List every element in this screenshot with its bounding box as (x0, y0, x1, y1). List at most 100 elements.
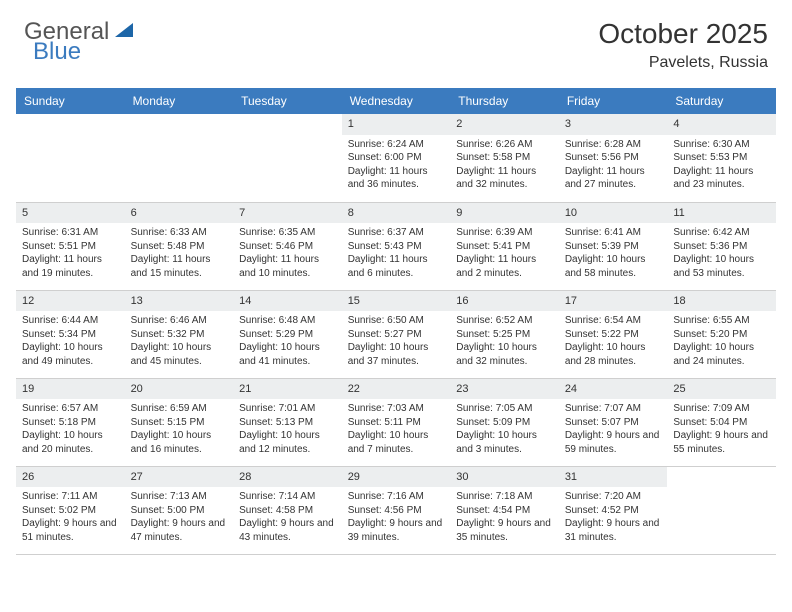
week-row: 5Sunrise: 6:31 AMSunset: 5:51 PMDaylight… (16, 202, 776, 290)
day-number: 8 (342, 203, 451, 224)
sunrise-line: Sunrise: 6:44 AM (22, 314, 119, 328)
sunset-line: Sunset: 5:15 PM (131, 416, 228, 430)
day-number: 20 (125, 379, 234, 400)
day-cell: 8Sunrise: 6:37 AMSunset: 5:43 PMDaylight… (342, 202, 451, 290)
daylight-line: Daylight: 11 hours and 32 minutes. (456, 165, 553, 192)
day-cell: 24Sunrise: 7:07 AMSunset: 5:07 PMDayligh… (559, 378, 668, 466)
sunrise-line: Sunrise: 6:24 AM (348, 138, 445, 152)
day-number: 28 (233, 467, 342, 488)
sunrise-line: Sunrise: 6:46 AM (131, 314, 228, 328)
daylight-line: Daylight: 9 hours and 51 minutes. (22, 517, 119, 544)
sunrise-line: Sunrise: 6:39 AM (456, 226, 553, 240)
daylight-line: Daylight: 10 hours and 37 minutes. (348, 341, 445, 368)
daylight-line: Daylight: 9 hours and 35 minutes. (456, 517, 553, 544)
daylight-line: Daylight: 10 hours and 28 minutes. (565, 341, 662, 368)
day-number: 16 (450, 291, 559, 312)
daylight-line: Daylight: 11 hours and 23 minutes. (673, 165, 770, 192)
sunrise-line: Sunrise: 6:48 AM (239, 314, 336, 328)
day-cell: 20 Sunrise: 6:59 AMSunset: 5:15 PMDayligh… (125, 378, 234, 466)
day-cell: 5Sunrise: 6:31 AMSunset: 5:51 PMDaylight… (16, 202, 125, 290)
sunset-line: Sunset: 5:46 PM (239, 240, 336, 254)
daylight-line: Daylight: 10 hours and 3 minutes. (456, 429, 553, 456)
day-cell: 11Sunrise: 6:42 AMSunset: 5:36 PMDayligh… (667, 202, 776, 290)
sunset-line: Sunset: 5:51 PM (22, 240, 119, 254)
sunrise-line: Sunrise: 6:55 AM (673, 314, 770, 328)
daylight-line: Daylight: 11 hours and 2 minutes. (456, 253, 553, 280)
day-number: 12 (16, 291, 125, 312)
day-number: 24 (559, 379, 668, 400)
day-number: 19 (16, 379, 125, 400)
day-cell: 4Sunrise: 6:30 AMSunset: 5:53 PMDaylight… (667, 114, 776, 202)
day-number: 26 (16, 467, 125, 488)
sunset-line: Sunset: 5:36 PM (673, 240, 770, 254)
day-cell: 18Sunrise: 6:55 AMSunset: 5:20 PMDayligh… (667, 290, 776, 378)
logo-blue-text-wrap: Blue (33, 38, 81, 66)
day-number: 27 (125, 467, 234, 488)
sunset-line: Sunset: 5:25 PM (456, 328, 553, 342)
sunrise-line: Sunrise: 6:37 AM (348, 226, 445, 240)
daylight-line: Daylight: 11 hours and 10 minutes. (239, 253, 336, 280)
sunset-line: Sunset: 5:04 PM (673, 416, 770, 430)
day-number: 4 (667, 114, 776, 135)
sunrise-line: Sunrise: 6:42 AM (673, 226, 770, 240)
sunset-line: Sunset: 5:09 PM (456, 416, 553, 430)
daylight-line: Daylight: 11 hours and 36 minutes. (348, 165, 445, 192)
day-cell: 2Sunrise: 6:26 AMSunset: 5:58 PMDaylight… (450, 114, 559, 202)
day-number: 17 (559, 291, 668, 312)
sunrise-line: Sunrise: 7:14 AM (239, 490, 336, 504)
day-number: 14 (233, 291, 342, 312)
sunset-line: Sunset: 4:52 PM (565, 504, 662, 518)
day-cell: 29Sunrise: 7:16 AMSunset: 4:56 PMDayligh… (342, 466, 451, 554)
sunset-line: Sunset: 5:22 PM (565, 328, 662, 342)
sunrise-line: Sunrise: 7:16 AM (348, 490, 445, 504)
day-cell: 12Sunrise: 6:44 AMSunset: 5:34 PMDayligh… (16, 290, 125, 378)
month-title: October 2025 (598, 18, 768, 50)
day-header: Monday (125, 88, 234, 114)
day-number: 2 (450, 114, 559, 135)
day-header: Wednesday (342, 88, 451, 114)
sunrise-line: Sunrise: 6:59 AM (131, 402, 228, 416)
day-number: 10 (559, 203, 668, 224)
day-cell: 23Sunrise: 7:05 AMSunset: 5:09 PMDayligh… (450, 378, 559, 466)
daylight-line: Daylight: 10 hours and 7 minutes. (348, 429, 445, 456)
day-cell: 3Sunrise: 6:28 AMSunset: 5:56 PMDaylight… (559, 114, 668, 202)
sunrise-line: Sunrise: 7:09 AM (673, 402, 770, 416)
sunrise-line: Sunrise: 6:28 AM (565, 138, 662, 152)
sunset-line: Sunset: 5:07 PM (565, 416, 662, 430)
day-cell: 10 Sunrise: 6:41 AMSunset: 5:39 PMDayligh… (559, 202, 668, 290)
day-number: 30 (450, 467, 559, 488)
day-cell (233, 114, 342, 202)
sunset-line: Sunset: 5:48 PM (131, 240, 228, 254)
day-cell: 19Sunrise: 6:57 AMSunset: 5:18 PMDayligh… (16, 378, 125, 466)
header: General October 2025 Pavelets, Russia (0, 0, 792, 80)
daylight-line: Daylight: 10 hours and 16 minutes. (131, 429, 228, 456)
day-cell: 7Sunrise: 6:35 AMSunset: 5:46 PMDaylight… (233, 202, 342, 290)
daylight-line: Daylight: 10 hours and 58 minutes. (565, 253, 662, 280)
day-number: 18 (667, 291, 776, 312)
day-number: 21 (233, 379, 342, 400)
daylight-line: Daylight: 10 hours and 32 minutes. (456, 341, 553, 368)
day-header: Thursday (450, 88, 559, 114)
location: Pavelets, Russia (598, 54, 768, 72)
sunset-line: Sunset: 5:20 PM (673, 328, 770, 342)
day-number: 6 (125, 203, 234, 224)
sunrise-line: Sunrise: 6:50 AM (348, 314, 445, 328)
week-row: 26Sunrise: 7:11 AMSunset: 5:02 PMDayligh… (16, 466, 776, 554)
sunset-line: Sunset: 5:56 PM (565, 151, 662, 165)
day-number: 9 (450, 203, 559, 224)
sunrise-line: Sunrise: 7:20 AM (565, 490, 662, 504)
sunset-line: Sunset: 5:39 PM (565, 240, 662, 254)
sunrise-line: Sunrise: 6:31 AM (22, 226, 119, 240)
daylight-line: Daylight: 9 hours and 43 minutes. (239, 517, 336, 544)
sunset-line: Sunset: 5:02 PM (22, 504, 119, 518)
sunrise-line: Sunrise: 6:33 AM (131, 226, 228, 240)
daylight-line: Daylight: 11 hours and 6 minutes. (348, 253, 445, 280)
day-header: Sunday (16, 88, 125, 114)
day-cell: 15Sunrise: 6:50 AMSunset: 5:27 PMDayligh… (342, 290, 451, 378)
sunrise-line: Sunrise: 6:41 AM (565, 226, 662, 240)
sunset-line: Sunset: 5:13 PM (239, 416, 336, 430)
day-number: 1 (342, 114, 451, 135)
day-cell: 25Sunrise: 7:09 AMSunset: 5:04 PMDayligh… (667, 378, 776, 466)
day-cell: 1Sunrise: 6:24 AMSunset: 6:00 PMDaylight… (342, 114, 451, 202)
sunrise-line: Sunrise: 7:07 AM (565, 402, 662, 416)
